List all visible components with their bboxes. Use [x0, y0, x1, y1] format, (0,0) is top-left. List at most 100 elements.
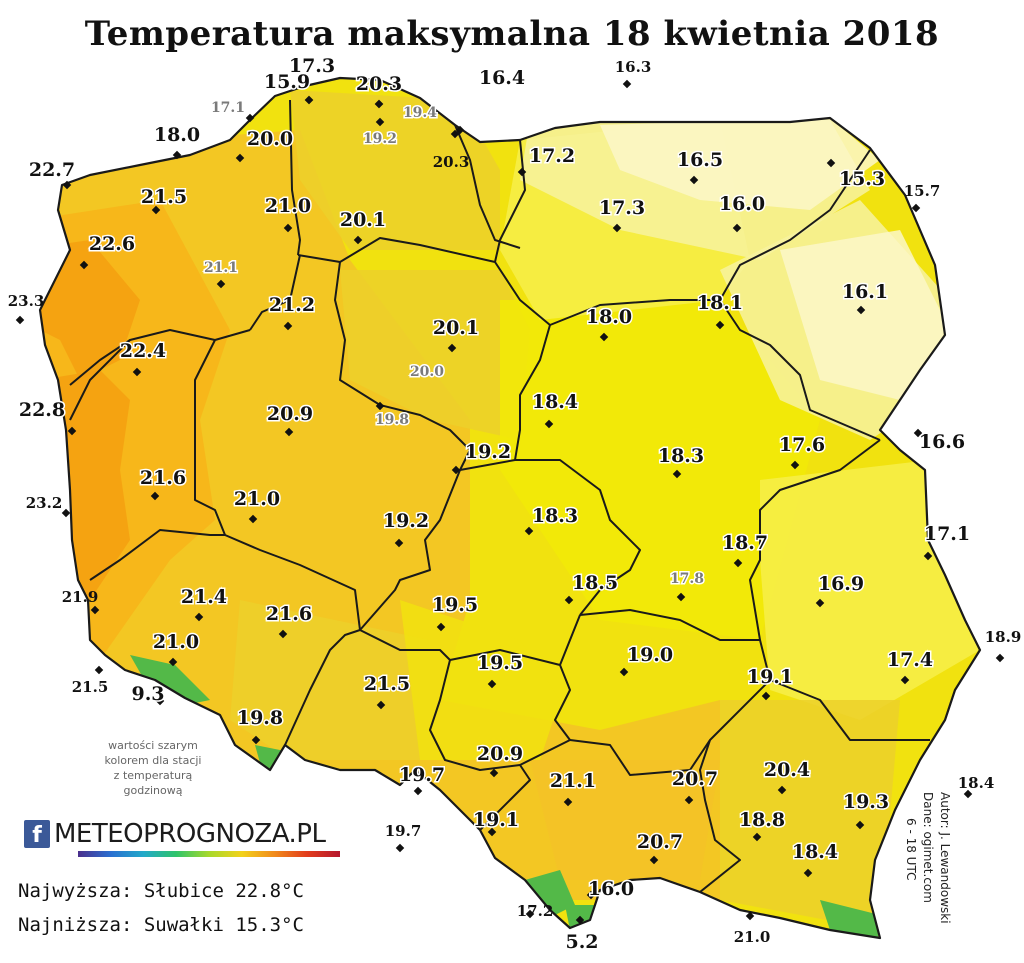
station-dot: [733, 558, 743, 568]
station-dot: [374, 99, 384, 109]
station-dot: [394, 538, 404, 548]
station-dot: [563, 797, 573, 807]
station-marker: 17.4: [885, 648, 935, 685]
station-temperature-label: 16.3: [615, 58, 652, 76]
station-dot: [672, 469, 682, 479]
station-dot: [715, 320, 725, 330]
station-temperature-label: 20.0: [410, 364, 444, 380]
station-temperature-label: 21.5: [364, 673, 410, 695]
station-marker: 19.2: [451, 440, 513, 475]
station-marker: 21.4: [179, 585, 229, 622]
station-marker: 17.6: [777, 433, 827, 470]
station-temperature-label: 21.9: [62, 588, 99, 606]
station-marker: 21.2: [267, 293, 317, 331]
credits-hours: 6 - 18 UTC: [904, 818, 918, 881]
station-marker: 21.5: [362, 672, 412, 710]
station-temperature-label: 21.6: [140, 467, 186, 489]
temperature-zone: [400, 600, 560, 760]
station-dot: [447, 343, 457, 353]
station-temperature-label: 20.7: [637, 831, 683, 853]
station-dot: [649, 855, 659, 865]
station-marker: 18.9: [985, 628, 1021, 663]
station-marker: 18.3: [524, 504, 580, 536]
station-temperature-label: 17.2: [517, 902, 554, 920]
station-temperature-label: 16.0: [588, 878, 634, 900]
station-marker: 21.1: [548, 769, 598, 807]
station-temperature-label: 19.2: [465, 441, 511, 463]
station-marker: 20.0: [235, 127, 295, 163]
station-temperature-label: 17.3: [599, 197, 645, 219]
station-temperature-label: 20.1: [340, 209, 386, 231]
station-marker: 17.3: [287, 54, 337, 105]
station-dot: [283, 321, 293, 331]
station-temperature-label: 17.2: [529, 145, 575, 167]
station-marker: 20.4: [762, 758, 812, 795]
station-dot: [304, 95, 314, 105]
station-temperature-label: 19.8: [237, 707, 283, 729]
station-marker: 17.2: [517, 902, 554, 920]
facebook-icon[interactable]: f: [24, 820, 50, 848]
station-marker: 19.0: [619, 643, 675, 677]
station-marker: 19.2: [381, 509, 431, 548]
station-dot: [132, 367, 142, 377]
station-temperature-label: 23.3: [8, 292, 45, 310]
station-temperature-label: 20.1: [433, 317, 479, 339]
station-marker: 18.7: [720, 531, 770, 568]
station-temperature-label: 21.2: [269, 294, 315, 316]
mountain-area: [820, 900, 880, 938]
highest-temperature: Najwyższa: Słubice 22.8°C: [18, 880, 304, 902]
station-temperature-label: 22.7: [29, 159, 75, 181]
meteoprognoza-logo[interactable]: f METEOPROGNOZA.PL: [24, 820, 340, 860]
station-dot: [790, 460, 800, 470]
station-temperature-label: 17.6: [779, 434, 825, 456]
station-temperature-label: 15.9: [264, 71, 310, 93]
station-dot: [487, 679, 497, 689]
mountain-area: [525, 870, 575, 915]
station-temperature-label: 19.2: [383, 510, 429, 532]
station-marker: 19.5: [475, 651, 525, 689]
station-marker: 18.0: [152, 123, 202, 160]
station-temperature-label: 17.1: [924, 523, 970, 545]
station-temperature-label: 18.3: [532, 505, 578, 527]
station-marker: 21.1: [202, 259, 240, 289]
station-dot: [235, 153, 245, 163]
station-dot: [544, 419, 554, 429]
station-dot: [283, 223, 293, 233]
station-marker: 21.6: [264, 602, 314, 639]
station-dot: [451, 465, 461, 475]
station-temperature-label: 17.1: [211, 100, 245, 116]
station-temperature-label: 18.4: [958, 774, 995, 792]
station-temperature-label: 21.0: [234, 488, 280, 510]
station-dot: [455, 125, 465, 135]
station-marker: 17.1: [209, 99, 255, 123]
temperature-zone: [500, 300, 820, 640]
station-dot: [79, 260, 89, 270]
station-temperature-label: 21.4: [181, 586, 227, 608]
station-dot: [353, 235, 363, 245]
station-dot: [172, 150, 182, 160]
logo-color-bar: [78, 851, 340, 857]
temperature-zone: [290, 90, 500, 250]
station-dot: [761, 691, 771, 701]
station-dot: [900, 675, 910, 685]
station-dot: [487, 827, 497, 837]
station-temperature-label: 20.7: [672, 768, 718, 790]
station-dot: [599, 332, 609, 342]
station-dot: [375, 401, 385, 411]
station-marker: 20.0: [408, 363, 445, 382]
station-dot: [815, 598, 825, 608]
station-temperature-label: 20.9: [477, 743, 523, 765]
station-marker: 15.9: [262, 70, 314, 105]
station-temperature-label: 16.5: [677, 149, 723, 171]
temperature-zone: [760, 460, 980, 720]
station-temperature-label: 16.0: [719, 193, 765, 215]
station-dot: [619, 667, 629, 677]
station-marker: 20.7: [635, 830, 685, 865]
station-temperature-label: 5.2: [565, 931, 598, 953]
temperature-zone: [780, 230, 950, 400]
station-temperature-label: 19.8: [375, 412, 409, 428]
station-temperature-label: 20.3: [356, 73, 402, 95]
station-temperature-label: 18.4: [792, 841, 838, 863]
station-temperature-label: 21.0: [265, 195, 311, 217]
station-temperature-label: 17.3: [289, 55, 335, 77]
